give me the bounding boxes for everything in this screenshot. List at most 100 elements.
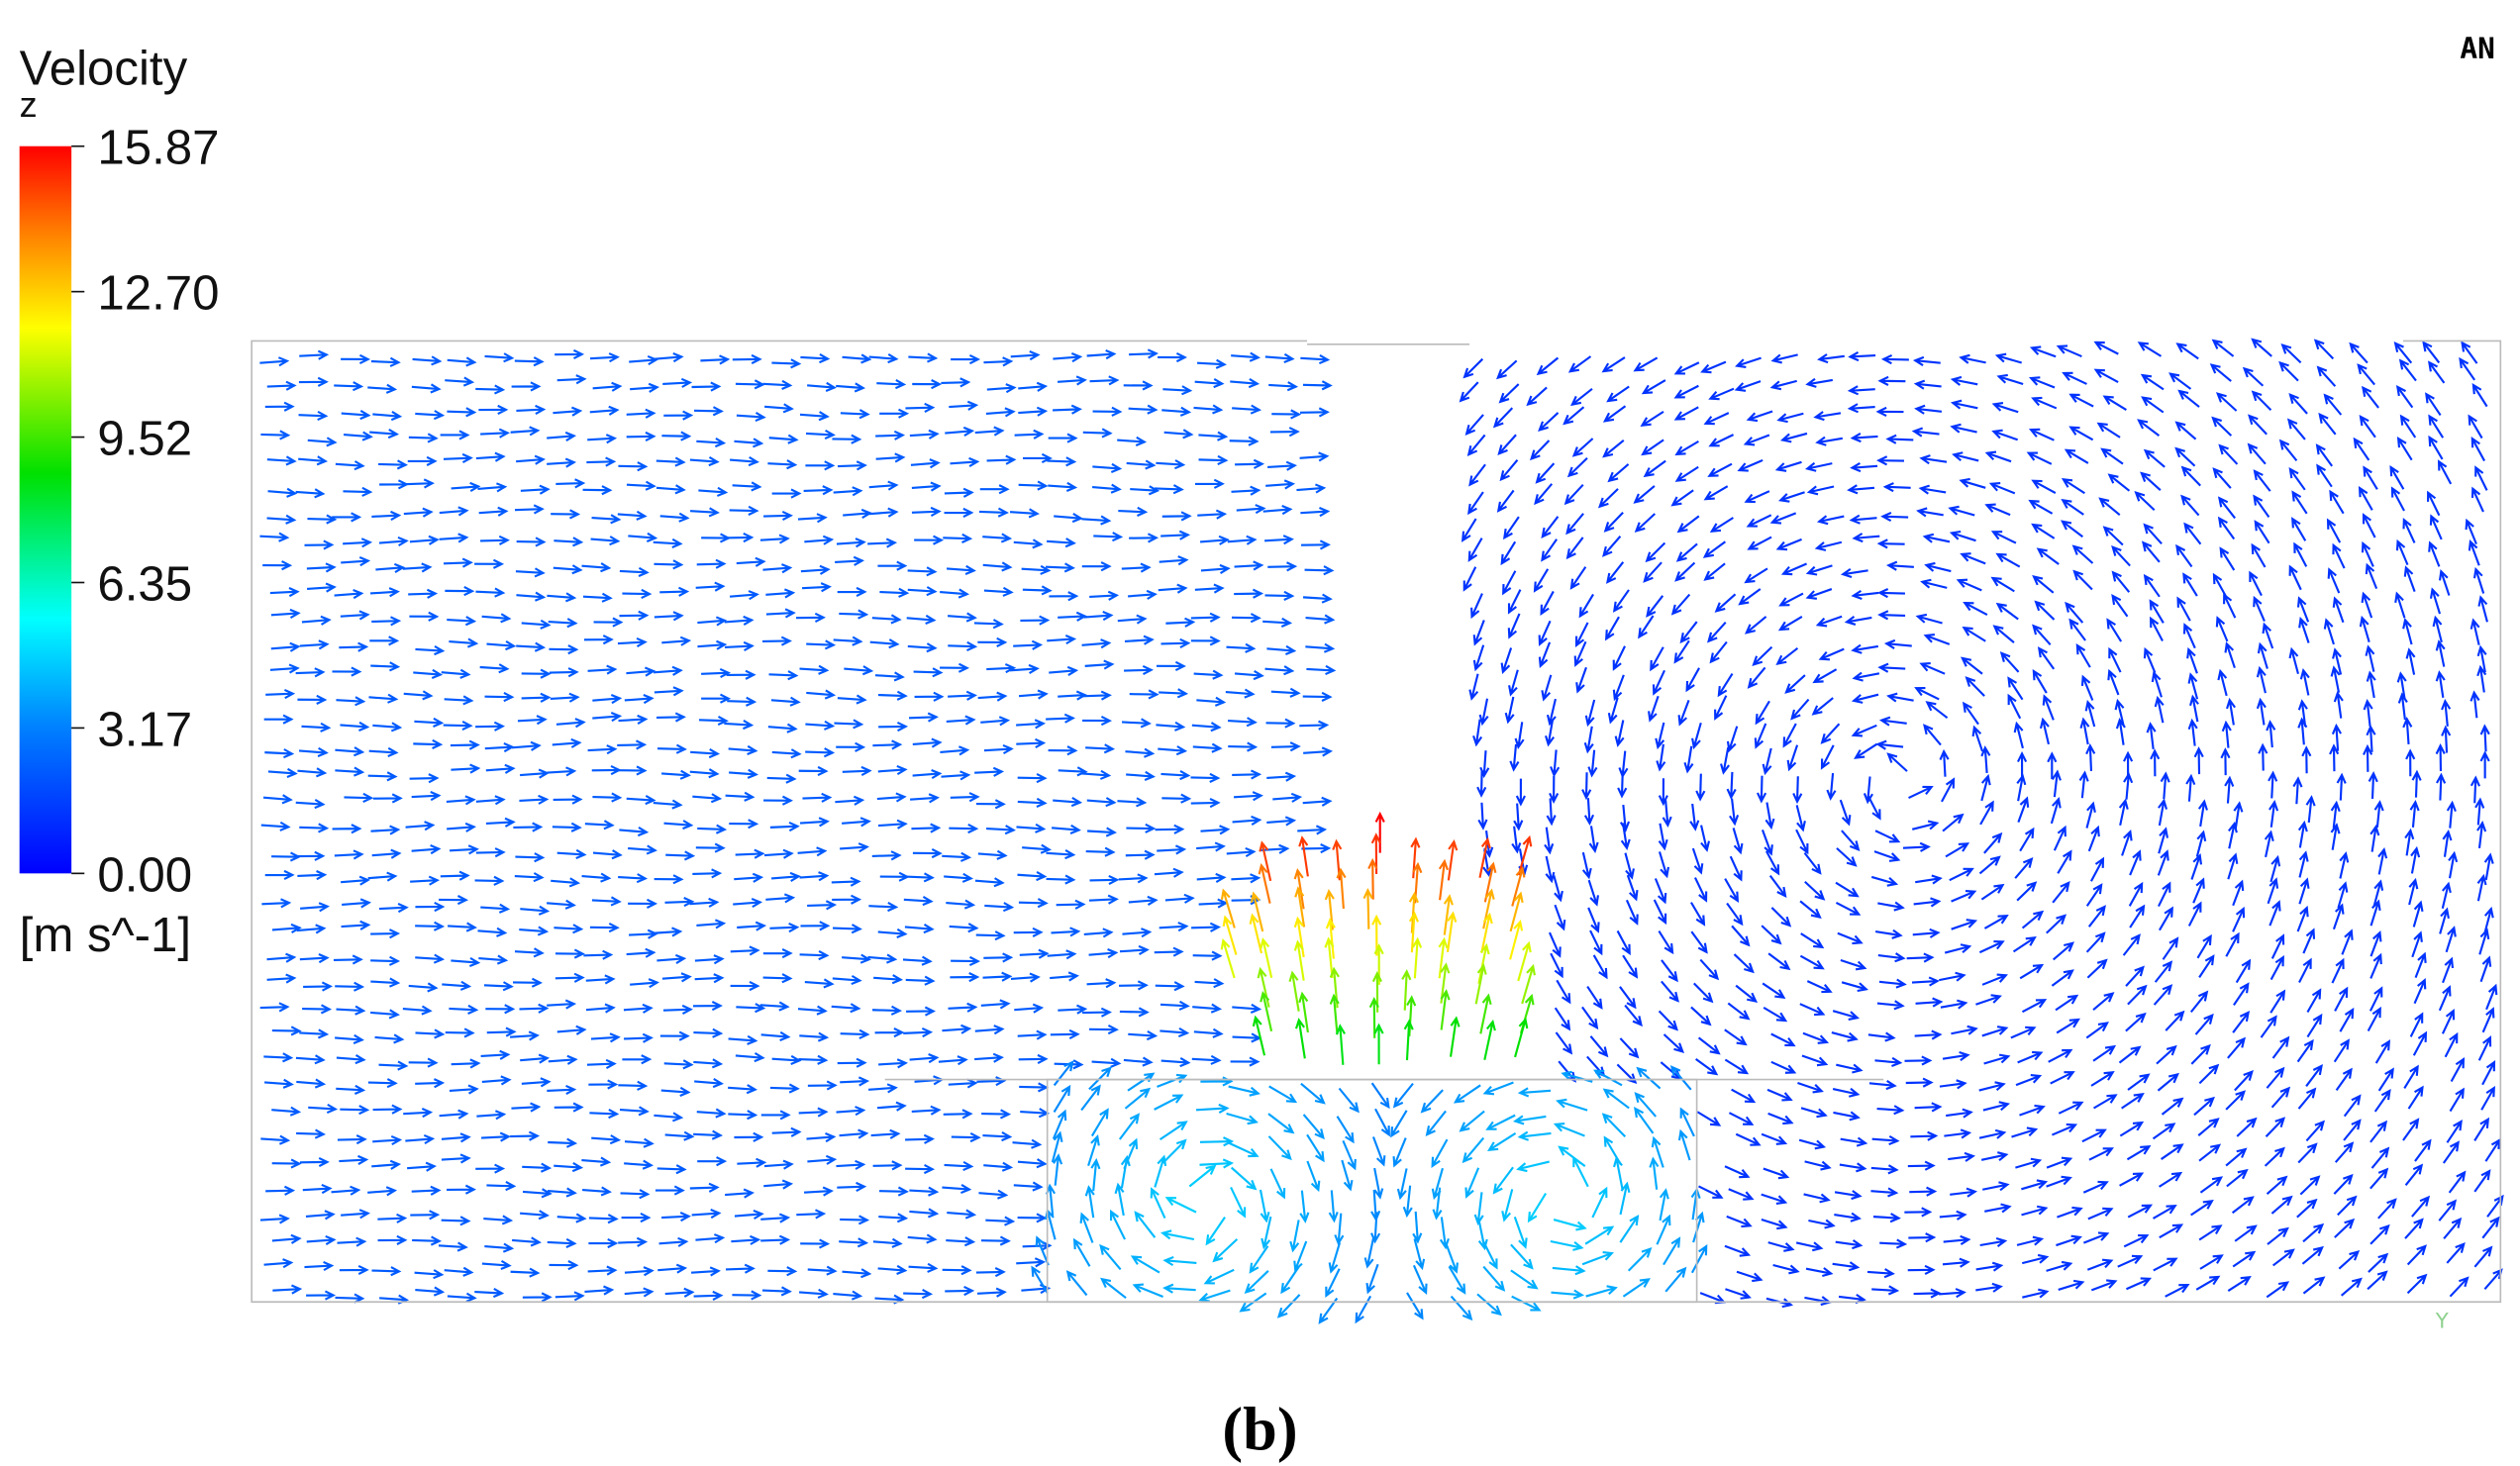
legend-unit: [m s^-1] <box>20 908 191 962</box>
velocity-arrow <box>1549 776 1560 805</box>
velocity-arrow <box>653 665 683 676</box>
velocity-arrow <box>730 945 760 956</box>
velocity-arrow <box>370 356 401 367</box>
velocity-arrow <box>2338 1250 2361 1270</box>
velocity-arrow <box>945 426 975 437</box>
velocity-arrow <box>1402 1185 1413 1219</box>
velocity-arrow <box>1266 644 1297 655</box>
velocity-arrow <box>1689 803 1700 831</box>
velocity-arrow <box>1841 830 1861 852</box>
velocity-arrow <box>1264 352 1295 364</box>
velocity-arrow <box>1995 602 2019 621</box>
velocity-arrow <box>2056 1234 2082 1247</box>
velocity-arrow <box>582 592 613 603</box>
velocity-arrow <box>2080 674 2094 701</box>
velocity-arrow <box>521 1077 552 1088</box>
velocity-arrow <box>2395 538 2409 566</box>
velocity-arrow <box>1908 1232 1937 1243</box>
velocity-arrow <box>1196 696 1227 707</box>
velocity-arrow <box>1915 613 1943 625</box>
velocity-arrow <box>2476 644 2487 673</box>
velocity-arrow <box>1126 459 1157 470</box>
velocity-arrow <box>948 1002 978 1013</box>
velocity-arrow <box>1767 1241 1795 1252</box>
velocity-arrow <box>869 638 900 649</box>
velocity-arrow <box>2215 392 2238 412</box>
velocity-arrow <box>2292 776 2303 805</box>
velocity-arrow <box>1683 745 1694 774</box>
velocity-arrow <box>2153 984 2173 1006</box>
velocity-arrow <box>1978 855 2001 875</box>
velocity-arrow <box>1087 827 1118 837</box>
velocity-arrow <box>1194 978 1225 989</box>
velocity-arrow <box>2301 745 2312 774</box>
velocity-arrow <box>2158 881 2171 908</box>
velocity-arrow <box>1260 843 1290 854</box>
velocity-arrow <box>1058 766 1088 777</box>
velocity-arrow <box>1776 412 1804 424</box>
velocity-arrow <box>2189 694 2199 723</box>
velocity-arrow <box>842 353 872 364</box>
velocity-arrow <box>1876 588 1905 599</box>
velocity-arrow <box>1092 406 1123 417</box>
velocity-arrow <box>875 452 906 463</box>
velocity-arrow <box>1570 388 1593 407</box>
velocity-arrow <box>409 535 440 545</box>
velocity-arrow <box>1840 568 1868 579</box>
velocity-arrow <box>342 898 372 909</box>
velocity-arrow <box>438 1241 468 1252</box>
velocity-arrow <box>976 1287 1007 1298</box>
velocity-arrow <box>2052 881 2070 904</box>
velocity-arrow <box>1804 1160 1832 1171</box>
velocity-arrow <box>2333 1173 2354 1195</box>
velocity-arrow <box>803 485 834 496</box>
velocity-arrow <box>1082 1007 1112 1018</box>
velocity-arrow <box>2297 820 2308 848</box>
velocity-arrow <box>1727 1002 1751 1021</box>
velocity-arrow <box>339 1264 369 1276</box>
velocity-arrow <box>1420 1089 1444 1114</box>
velocity-arrow <box>2071 544 2094 564</box>
velocity-arrow <box>2439 907 2450 934</box>
velocity-arrow <box>443 720 473 732</box>
velocity-arrow <box>1817 353 1845 364</box>
velocity-arrow <box>1764 802 1775 831</box>
velocity-arrow <box>549 667 579 678</box>
velocity-arrow <box>983 586 1014 597</box>
velocity-arrow <box>1191 722 1222 733</box>
velocity-arrow <box>2128 881 2144 907</box>
velocity-arrow <box>2369 986 2383 1012</box>
velocity-arrow <box>266 380 297 391</box>
velocity-arrow <box>1724 1058 1750 1075</box>
velocity-arrow <box>1472 719 1483 747</box>
velocity-arrow <box>2057 849 2072 874</box>
velocity-arrow <box>1081 690 1112 701</box>
velocity-arrow <box>763 1179 794 1190</box>
velocity-arrow <box>1616 929 1631 956</box>
velocity-arrow <box>1729 798 1740 827</box>
velocity-arrow <box>1952 451 1979 462</box>
velocity-arrow <box>950 972 980 983</box>
velocity-arrow <box>1373 1167 1384 1200</box>
velocity-arrow <box>1270 741 1301 752</box>
velocity-arrow <box>1425 1110 1447 1137</box>
velocity-arrow <box>1516 1160 1550 1173</box>
velocity-arrow <box>903 1026 934 1038</box>
velocity-arrow <box>1786 744 1799 772</box>
velocity-arrow <box>691 381 722 392</box>
velocity-arrow <box>2251 338 2272 357</box>
velocity-arrow <box>1406 1292 1424 1320</box>
velocity-arrow <box>1227 717 1258 728</box>
velocity-arrow <box>2015 1157 2043 1169</box>
velocity-arrow <box>1700 360 1727 374</box>
velocity-arrow <box>1620 823 1631 851</box>
velocity-arrow <box>2143 573 2161 598</box>
velocity-arrow <box>1226 846 1257 858</box>
velocity-arrow <box>975 799 1006 810</box>
velocity-arrow <box>1663 1033 1685 1053</box>
velocity-arrow <box>585 974 616 985</box>
velocity-arrow <box>2079 717 2090 745</box>
velocity-arrow <box>2361 385 2379 409</box>
velocity-arrow <box>1161 406 1192 417</box>
velocity-arrow <box>260 821 291 831</box>
